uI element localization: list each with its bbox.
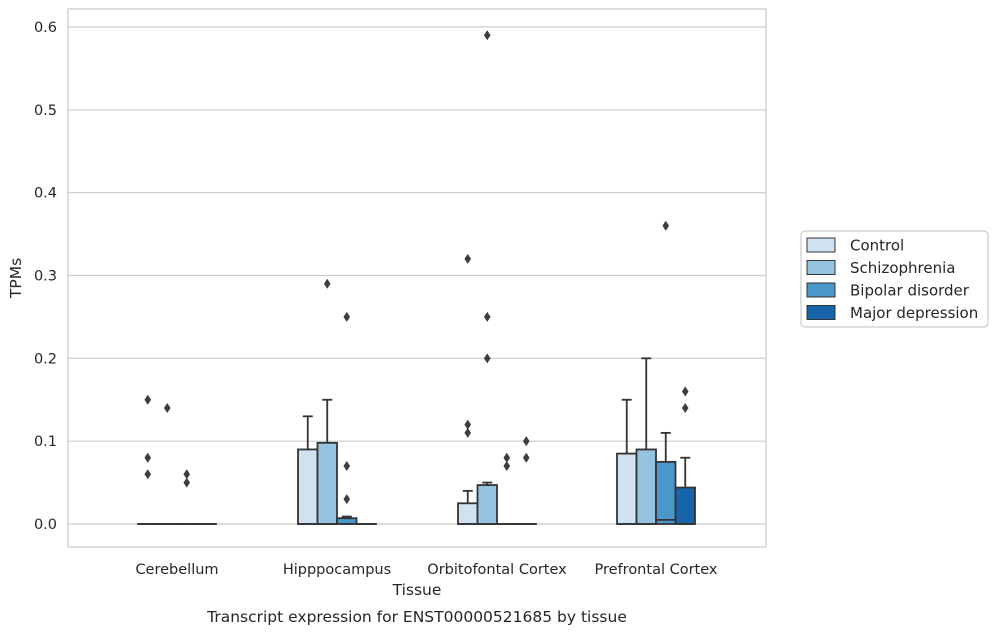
legend-label: Control xyxy=(850,237,904,255)
plot-frame xyxy=(67,8,767,548)
box-2-2 xyxy=(496,452,518,525)
x-tick-label: Orbitofontal Cortex xyxy=(427,562,567,578)
outlier-point xyxy=(343,461,351,472)
outlier-point xyxy=(343,311,351,322)
chart-caption: Transcript expression for ENST0000052168… xyxy=(206,608,627,626)
legend: Control Schizophrenia Bipolar disorder Majo… xyxy=(800,230,989,328)
box-body xyxy=(297,448,319,525)
y-tick-label: 0.6 xyxy=(34,20,57,36)
outlier-point xyxy=(662,220,670,231)
outlier-point xyxy=(503,461,511,472)
outlier-point xyxy=(144,394,152,405)
x-tick-label: Prefrontal Cortex xyxy=(595,562,718,578)
box-1-2 xyxy=(476,30,498,525)
box-body xyxy=(635,448,657,525)
outlier-point xyxy=(183,469,191,480)
box-1-1 xyxy=(316,278,338,525)
legend-label: Major depression xyxy=(850,304,978,322)
box-body xyxy=(457,502,479,525)
outlier-point xyxy=(343,494,351,505)
outlier-point xyxy=(681,403,689,414)
y-tick-label: 0.2 xyxy=(34,351,57,367)
y-tick-label: 0.5 xyxy=(34,103,57,119)
box-body xyxy=(316,441,338,525)
outlier-point xyxy=(464,427,472,438)
box-0-2 xyxy=(457,253,479,525)
outlier-point xyxy=(163,403,171,414)
outlier-point xyxy=(681,386,689,397)
box-3-3 xyxy=(674,386,696,525)
y-tick-labels: 0.0 0.1 0.2 0.3 0.4 0.5 0.6 xyxy=(34,20,57,533)
outlier-point xyxy=(144,469,152,480)
y-tick-label: 0.3 xyxy=(34,269,57,285)
outlier-point xyxy=(522,436,530,447)
box-2-1 xyxy=(336,311,358,525)
box-2-0 xyxy=(176,469,198,525)
outlier-point xyxy=(323,278,331,289)
y-axis-title: TPMs xyxy=(7,258,25,299)
outlier-point xyxy=(464,253,472,264)
box-body xyxy=(674,486,696,525)
legend-label: Bipolar disorder xyxy=(850,282,970,300)
y-tick-label: 0.0 xyxy=(34,517,57,533)
legend-swatch xyxy=(806,260,836,275)
outlier-point xyxy=(483,30,491,41)
outlier-point xyxy=(144,452,152,463)
x-tick-labels: Cerebellum Hipppocampus Orbitofontal Corte… xyxy=(135,562,717,578)
legend-swatch xyxy=(806,237,836,253)
box-body xyxy=(655,460,677,525)
x-axis-title: Tissue xyxy=(392,581,442,599)
legend-label: Schizophrenia xyxy=(850,259,955,277)
box-body xyxy=(616,452,638,525)
x-tick-label: Hipppocampus xyxy=(283,562,391,578)
outlier-point xyxy=(503,452,511,463)
outlier-point xyxy=(483,353,491,364)
box-body xyxy=(476,484,498,525)
outlier-point xyxy=(522,452,530,463)
outlier-point xyxy=(464,419,472,430)
box-0-0 xyxy=(137,394,159,525)
x-tick-label: Cerebellum xyxy=(135,562,218,578)
outlier-point xyxy=(483,311,491,322)
legend-frame xyxy=(800,230,989,328)
legend-swatch xyxy=(806,305,836,320)
box-3-2 xyxy=(515,436,537,525)
y-tick-label: 0.1 xyxy=(34,434,57,450)
box-1-3 xyxy=(635,357,657,525)
legend-swatch xyxy=(806,282,836,298)
outlier-point xyxy=(183,477,191,488)
box-series xyxy=(137,30,696,525)
y-tick-label: 0.4 xyxy=(34,186,57,202)
